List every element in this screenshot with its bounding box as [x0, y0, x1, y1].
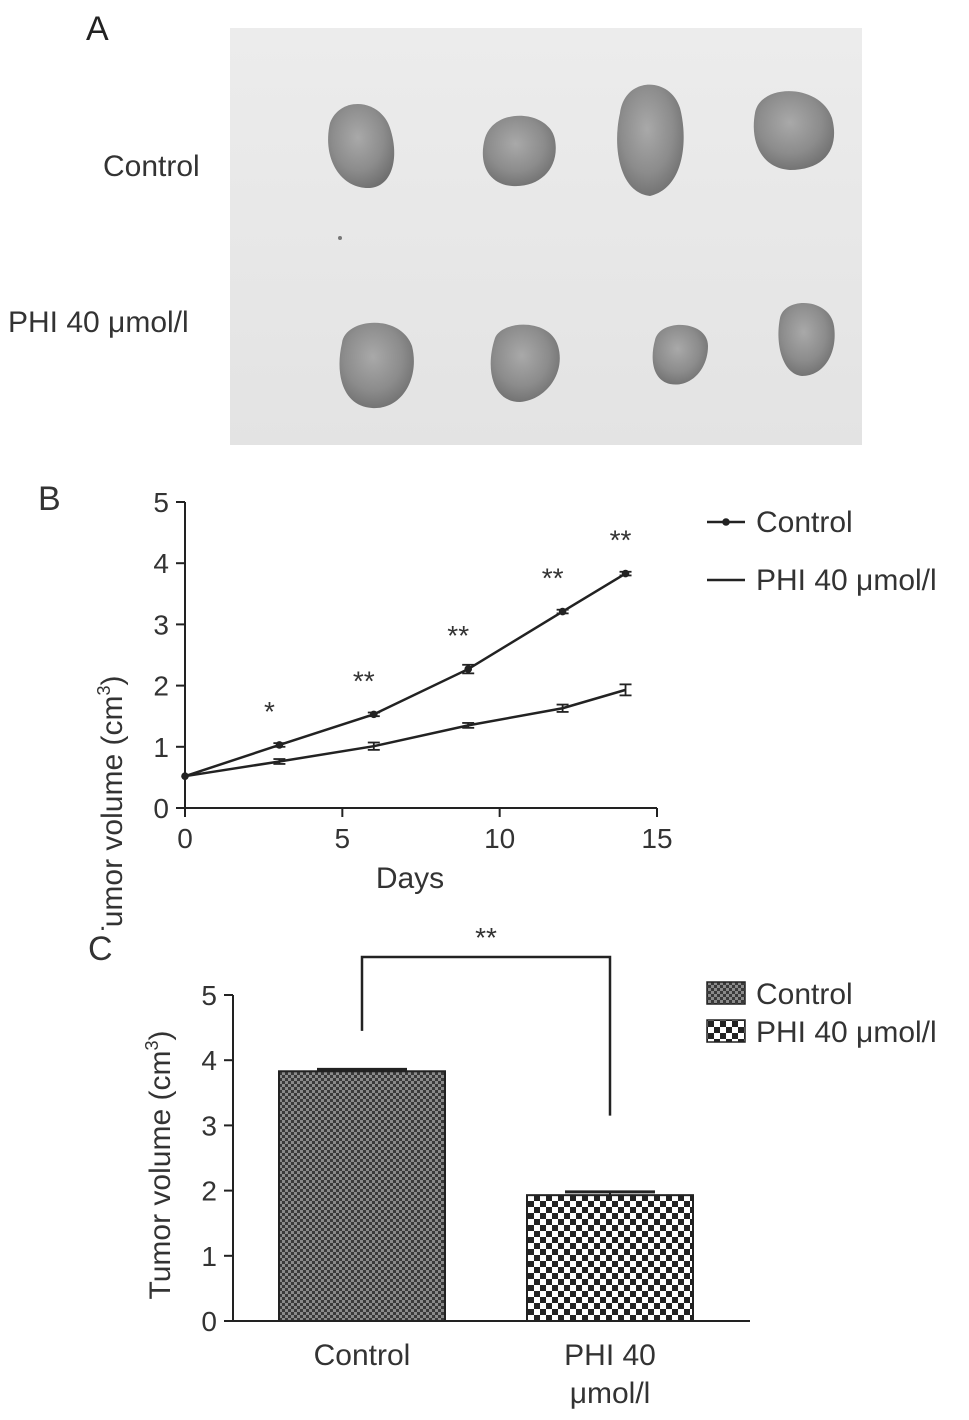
significance-marker: **: [353, 665, 375, 696]
tumor-phi-3: [652, 324, 708, 385]
tumor-control-1: [328, 104, 395, 188]
panel-a-letter: A: [86, 10, 109, 48]
panel-b-chart: B Tumor volume (cm3) Days 0 1 2 3 4 5 0 5 10 15 *…: [38, 480, 937, 930]
significance-marker: **: [542, 563, 564, 594]
data-point-control: [181, 772, 189, 780]
legend-label-phi: PHI 40 μmol/l: [756, 1016, 937, 1049]
legend-swatch-phi: [706, 1019, 746, 1043]
y-tick-label: 0: [153, 793, 169, 824]
legend-label-phi: PHI 40 μmol/l: [756, 564, 937, 597]
row-label-phi: PHI 40 μmol/l: [8, 306, 189, 339]
tumor-control-2: [482, 115, 556, 187]
x-tick-label: 15: [641, 823, 672, 854]
data-point-control: [464, 665, 473, 673]
x-category-label: Control: [314, 1339, 411, 1372]
significance-marker: **: [447, 620, 469, 651]
y-tick-label: 3: [153, 609, 169, 640]
bar-phi: [526, 1194, 694, 1322]
panel-c-letter: C: [88, 930, 113, 968]
data-point-control: [370, 710, 378, 719]
tumor-phi-4: [778, 303, 835, 376]
legend-label-control: Control: [756, 506, 853, 539]
y-tick-label: 5: [153, 487, 169, 518]
x-category-label: PHI 40: [564, 1339, 656, 1372]
panel-b-y-axis-label: Tumor volume (cm3): [94, 676, 129, 930]
tumor-photo: [230, 28, 862, 445]
y-tick-label: 4: [201, 1045, 217, 1076]
x-category-label: μmol/l: [570, 1377, 651, 1410]
y-tick-label: 5: [201, 980, 217, 1011]
tumor-phi-2: [490, 324, 560, 402]
legend-swatch-control: [706, 981, 746, 1005]
data-point-control: [558, 607, 567, 616]
x-tick-label: 5: [335, 823, 351, 854]
y-tick-label: 2: [153, 671, 169, 702]
series-line-phi: [184, 688, 626, 778]
data-point-control: [621, 569, 630, 578]
y-tick-label: 0: [201, 1306, 217, 1337]
tumor-photo-drawing: [328, 84, 835, 409]
significance-marker: *: [264, 696, 275, 727]
row-label-control: Control: [103, 150, 200, 183]
y-tick-label: 4: [153, 548, 169, 579]
bar-control: [278, 1070, 446, 1322]
significance-marker: **: [475, 925, 497, 953]
panel-c-y-axis-label: Tumor volume (cm3): [142, 1031, 177, 1300]
panel-b-x-axis-label: Days: [376, 862, 444, 895]
y-tick-label: 1: [201, 1241, 217, 1272]
legend-label-control: Control: [756, 978, 853, 1011]
x-tick-label: 10: [484, 823, 515, 854]
significance-marker: **: [610, 525, 632, 556]
legend-marker-control: [722, 518, 730, 526]
y-tick-label: 1: [153, 732, 169, 763]
y-tick-label: 3: [201, 1110, 217, 1141]
tumor-phi-1: [339, 322, 414, 409]
data-point-control: [275, 741, 284, 749]
tumor-control-4: [753, 91, 835, 170]
x-tick-label: 0: [177, 823, 193, 854]
y-tick-label: 2: [201, 1176, 217, 1207]
significance-bracket: [360, 955, 612, 1116]
panel-b-letter: B: [38, 480, 61, 518]
series-line-control: [184, 572, 627, 778]
panel-c-chart: C Tumor volume (cm3) 0 1 2 3 4 5 Control PHI 4…: [88, 925, 937, 1410]
tumor-control-3: [617, 84, 684, 196]
